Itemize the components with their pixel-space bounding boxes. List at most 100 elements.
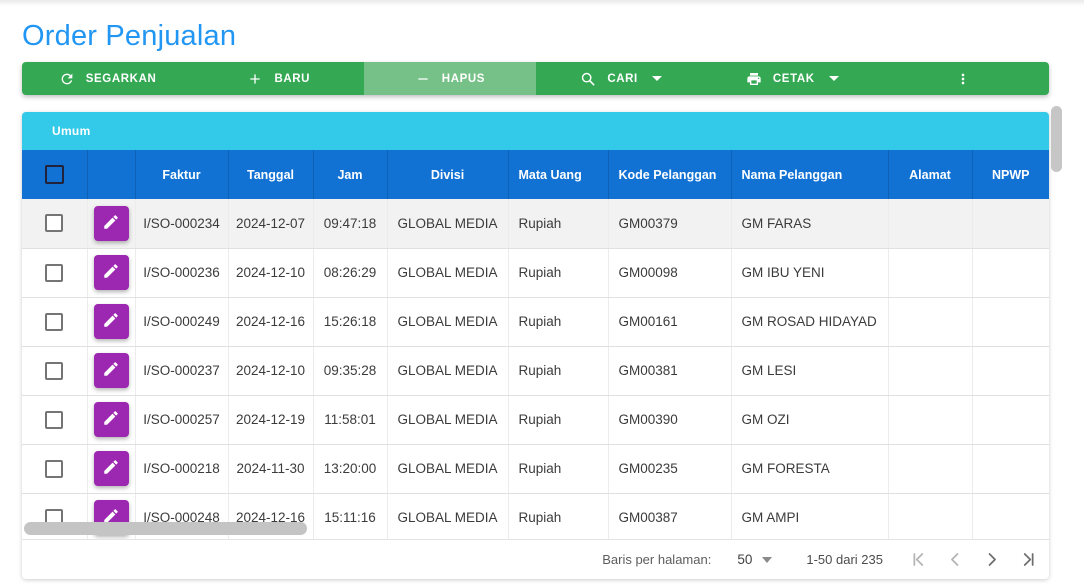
tab-umum-label: Umum <box>52 124 91 138</box>
first-page-button[interactable] <box>907 548 931 572</box>
cell-npwp <box>972 248 1049 297</box>
pencil-icon <box>102 311 120 332</box>
cell-npwp <box>972 395 1049 444</box>
table-row[interactable]: I/SO-000234 2024-12-07 09:47:18 GLOBAL M… <box>22 199 1049 248</box>
row-checkbox[interactable] <box>45 214 63 232</box>
cell-divisi: GLOBAL MEDIA <box>387 395 508 444</box>
cell-mata-uang: Rupiah <box>508 199 608 248</box>
cell-mata-uang: Rupiah <box>508 346 608 395</box>
cell-npwp <box>972 297 1049 346</box>
tab-umum[interactable]: Umum <box>22 112 1049 150</box>
cell-npwp <box>972 493 1049 539</box>
cell-mata-uang: Rupiah <box>508 444 608 493</box>
cell-npwp <box>972 346 1049 395</box>
search-button-label: CARI <box>607 73 638 85</box>
toolbar: SEGARKAN BARU HAPUS CARI CETAK <box>22 62 1049 95</box>
table-row[interactable]: I/SO-000257 2024-12-19 11:58:01 GLOBAL M… <box>22 395 1049 444</box>
cell-jam: 09:47:18 <box>313 199 387 248</box>
cell-tanggal: 2024-12-10 <box>228 248 313 297</box>
edit-button[interactable] <box>94 402 129 437</box>
last-page-button[interactable] <box>1015 548 1039 572</box>
row-edit-cell <box>87 346 135 395</box>
cell-faktur: I/SO-000234 <box>135 199 228 248</box>
new-button[interactable]: BARU <box>193 62 364 95</box>
cell-mata-uang: Rupiah <box>508 395 608 444</box>
cell-tanggal: 2024-11-30 <box>228 444 313 493</box>
cell-kode-pelanggan: GM00379 <box>608 199 731 248</box>
chevron-down-icon <box>652 76 662 81</box>
row-checkbox[interactable] <box>45 460 63 478</box>
order-penjualan-page: Order Penjualan SEGARKAN BARU HAPUS CARI… <box>22 0 1049 579</box>
horizontal-scrollbar[interactable] <box>24 522 307 535</box>
cell-kode-pelanggan: GM00161 <box>608 297 731 346</box>
table-scroll-area: Faktur Tanggal Jam Divisi Mata Uang Kode… <box>22 150 1049 539</box>
row-edit-cell <box>87 297 135 346</box>
cell-kode-pelanggan: GM00098 <box>608 248 731 297</box>
vertical-scrollbar[interactable] <box>1051 106 1062 172</box>
cell-faktur: I/SO-000249 <box>135 297 228 346</box>
select-all-checkbox[interactable] <box>45 165 64 184</box>
row-checkbox-cell <box>22 444 87 493</box>
table-row[interactable]: I/SO-000249 2024-12-16 15:26:18 GLOBAL M… <box>22 297 1049 346</box>
pagination-range: 1-50 dari 235 <box>806 552 883 567</box>
next-page-button[interactable] <box>979 548 1003 572</box>
edit-column-header <box>87 150 135 199</box>
column-header-alamat: Alamat <box>888 150 972 199</box>
delete-button[interactable]: HAPUS <box>364 62 535 95</box>
print-button[interactable]: CETAK <box>707 62 878 95</box>
cell-jam: 08:26:29 <box>313 248 387 297</box>
cell-nama-pelanggan: GM FARAS <box>731 199 888 248</box>
row-checkbox[interactable] <box>45 362 63 380</box>
column-header-divisi: Divisi <box>387 150 508 199</box>
table-row[interactable]: I/SO-000237 2024-12-10 09:35:28 GLOBAL M… <box>22 346 1049 395</box>
rows-per-page-select[interactable]: 50 <box>737 552 772 567</box>
search-button[interactable]: CARI <box>536 62 707 95</box>
plus-icon <box>247 71 263 87</box>
cell-jam: 13:20:00 <box>313 444 387 493</box>
cell-jam: 15:11:16 <box>313 493 387 539</box>
pagination-bar: Baris per halaman: 50 1-50 dari 235 <box>22 539 1049 579</box>
orders-panel: Umum Faktur Tanggal Jam Di <box>22 112 1049 579</box>
refresh-icon <box>59 71 75 87</box>
cell-npwp <box>972 444 1049 493</box>
cell-tanggal: 2024-12-10 <box>228 346 313 395</box>
cell-jam: 09:35:28 <box>313 346 387 395</box>
edit-button[interactable] <box>94 353 129 388</box>
refresh-button[interactable]: SEGARKAN <box>22 62 193 95</box>
table-row[interactable]: I/SO-000236 2024-12-10 08:26:29 GLOBAL M… <box>22 248 1049 297</box>
rows-per-page-label: Baris per halaman: <box>602 552 711 567</box>
delete-button-label: HAPUS <box>442 73 485 85</box>
pencil-icon <box>102 213 120 234</box>
cell-alamat <box>888 493 972 539</box>
cell-alamat <box>888 346 972 395</box>
row-checkbox-cell <box>22 248 87 297</box>
edit-button[interactable] <box>94 304 129 339</box>
cell-faktur: I/SO-000218 <box>135 444 228 493</box>
pagination-nav <box>907 548 1039 572</box>
row-checkbox-cell <box>22 346 87 395</box>
more-menu-button[interactable] <box>878 62 1049 95</box>
cell-tanggal: 2024-12-16 <box>228 297 313 346</box>
row-checkbox[interactable] <box>45 411 63 429</box>
row-checkbox-cell <box>22 297 87 346</box>
table-row[interactable]: I/SO-000218 2024-11-30 13:20:00 GLOBAL M… <box>22 444 1049 493</box>
kebab-icon <box>955 71 971 87</box>
cell-divisi: GLOBAL MEDIA <box>387 297 508 346</box>
edit-button[interactable] <box>94 206 129 241</box>
cell-npwp <box>972 199 1049 248</box>
cell-nama-pelanggan: GM FORESTA <box>731 444 888 493</box>
previous-page-button[interactable] <box>943 548 967 572</box>
cell-divisi: GLOBAL MEDIA <box>387 444 508 493</box>
cell-nama-pelanggan: GM IBU YENI <box>731 248 888 297</box>
row-checkbox-cell <box>22 395 87 444</box>
table-header-row: Faktur Tanggal Jam Divisi Mata Uang Kode… <box>22 150 1049 199</box>
column-header-jam: Jam <box>313 150 387 199</box>
row-edit-cell <box>87 248 135 297</box>
cell-nama-pelanggan: GM ROSAD HIDAYAD <box>731 297 888 346</box>
row-checkbox[interactable] <box>45 313 63 331</box>
edit-button[interactable] <box>94 451 129 486</box>
cell-jam: 11:58:01 <box>313 395 387 444</box>
row-checkbox[interactable] <box>45 264 63 282</box>
edit-button[interactable] <box>94 255 129 290</box>
pencil-icon <box>102 360 120 381</box>
